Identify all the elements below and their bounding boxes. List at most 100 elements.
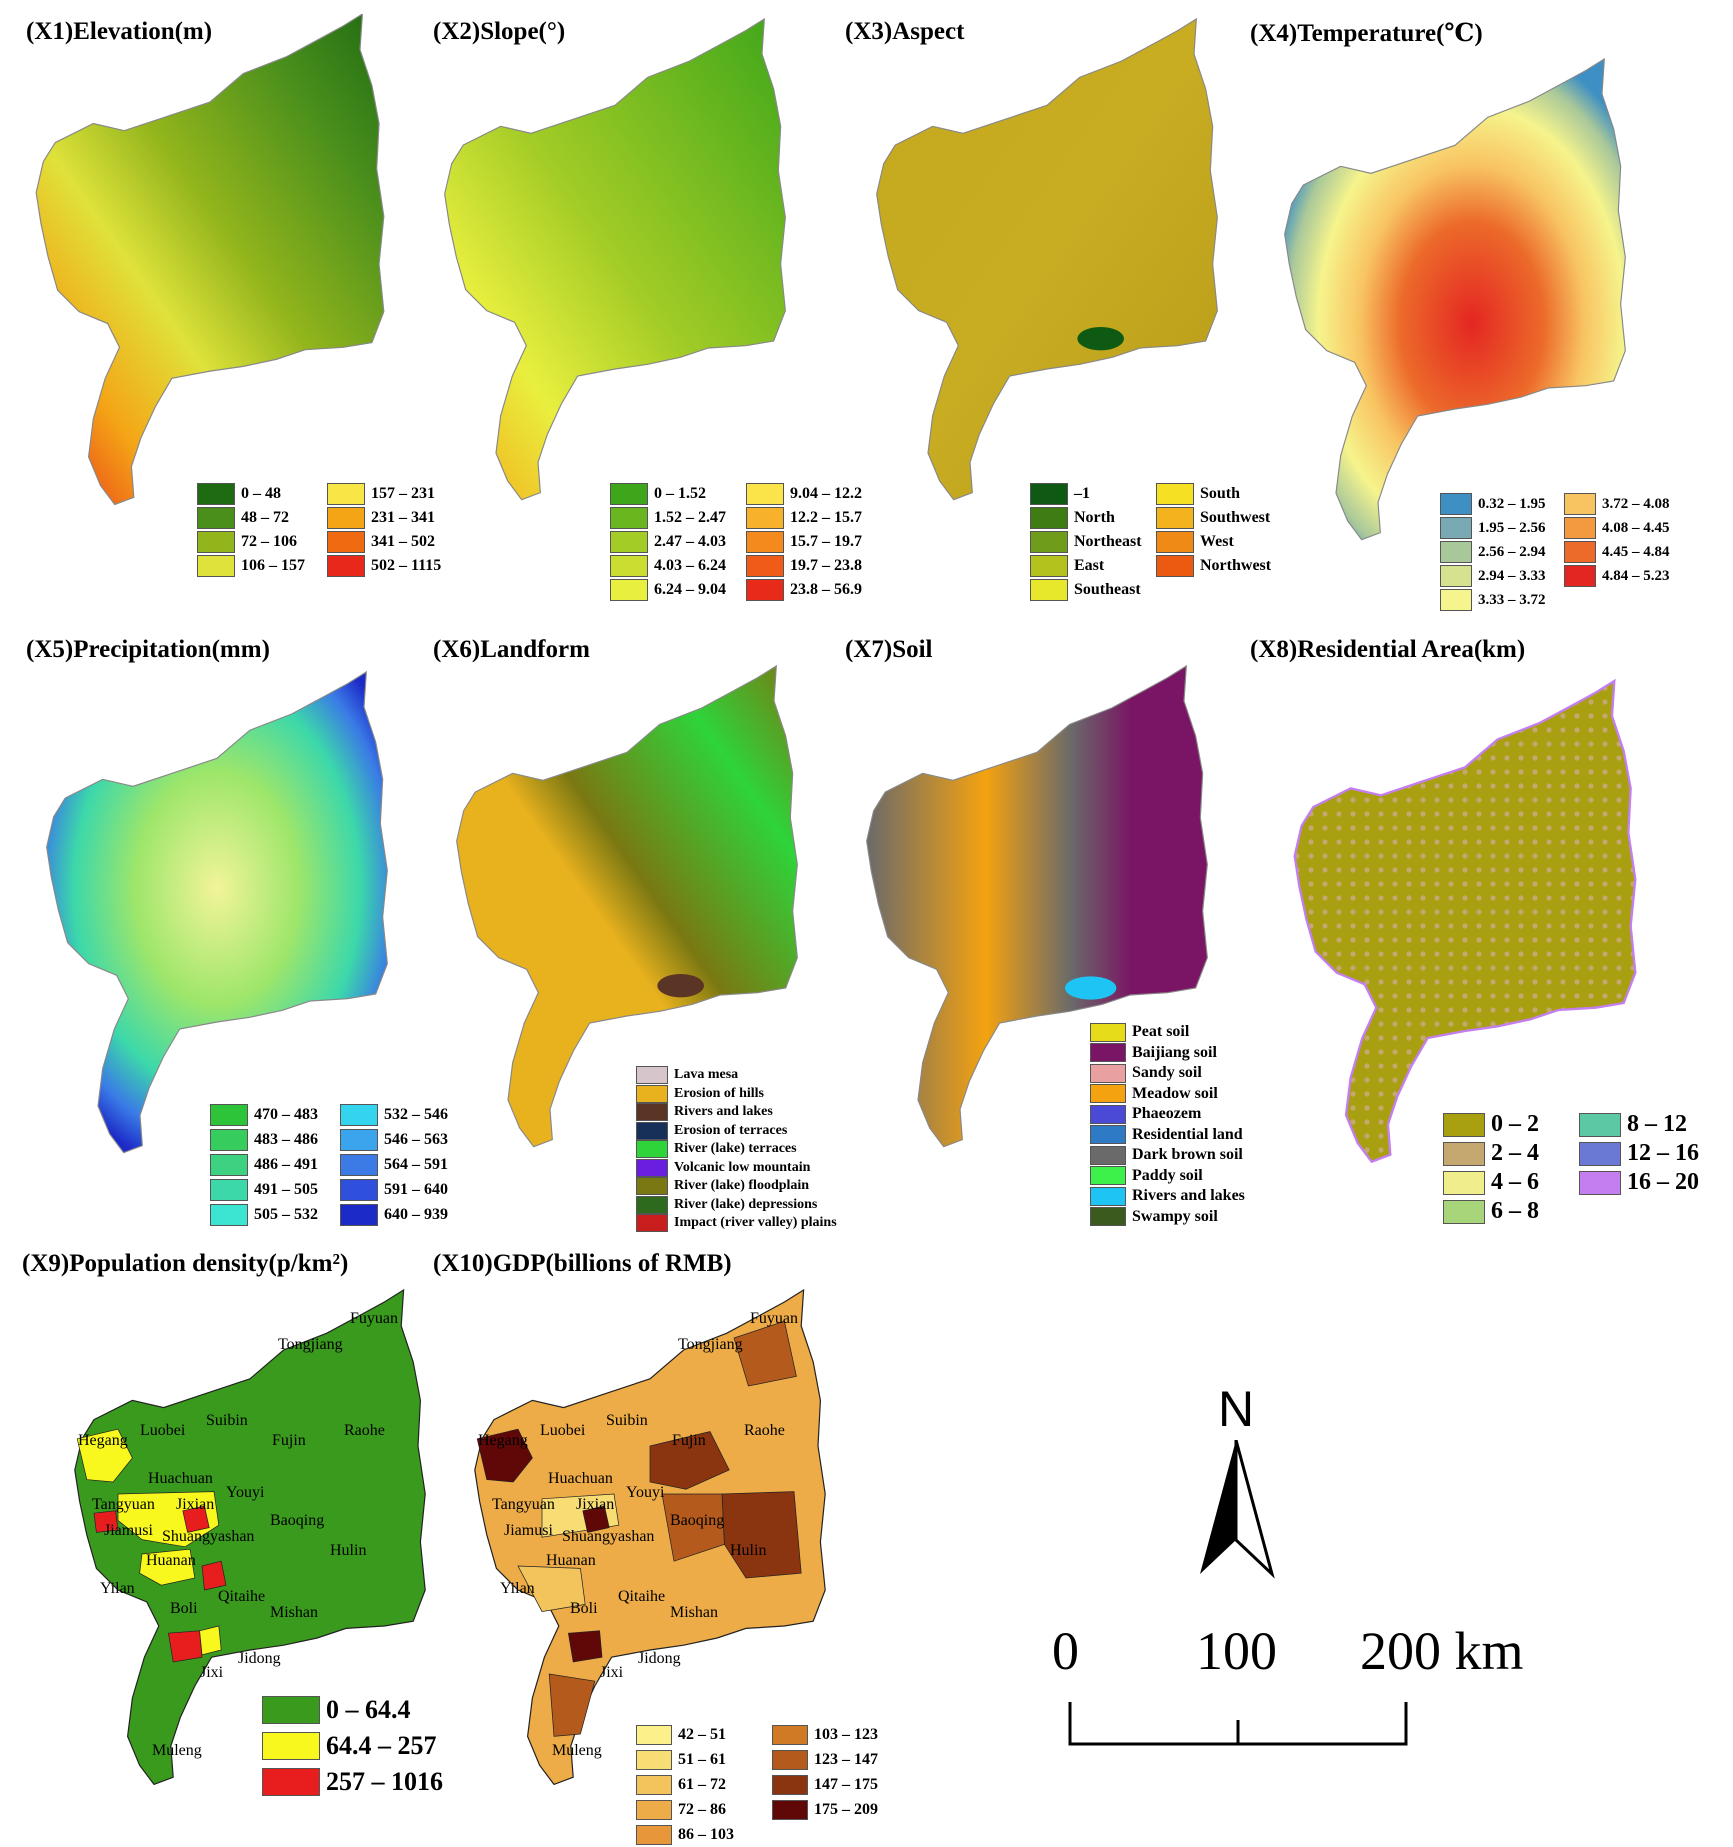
- legend-swatch: [1443, 1199, 1485, 1224]
- legend-column: 157 – 231 231 – 341 341 – 502 502 – 1115: [327, 482, 441, 578]
- legend-column: 0 – 64.4 64.4 – 257 257 – 1016: [262, 1692, 443, 1800]
- legend-label: 532 – 546: [384, 1105, 448, 1123]
- legend-label: West: [1200, 533, 1234, 550]
- legend-label: 103 – 123: [814, 1725, 878, 1743]
- legend-swatch: [340, 1203, 378, 1226]
- place-label-youyi: Youyi: [626, 1484, 665, 1501]
- legend-column: 532 – 546 546 – 563 564 – 591 591 – 640 640 …: [340, 1102, 448, 1227]
- place-label-huachuan: Huachuan: [148, 1470, 213, 1487]
- legend-swatch: [772, 1774, 808, 1795]
- place-label-raohe: Raohe: [344, 1422, 385, 1439]
- place-label-tongjiang: Tongjiang: [678, 1336, 743, 1353]
- legend-item: 502 – 1115: [327, 554, 441, 578]
- place-label-suibin: Suibin: [606, 1412, 648, 1429]
- legend-swatch: [610, 483, 648, 505]
- place-label-fujin: Fujin: [672, 1432, 706, 1449]
- legend-label: 591 – 640: [384, 1180, 448, 1198]
- legend-label: 2.56 – 2.94: [1478, 543, 1546, 560]
- place-label-huanan: Huanan: [546, 1552, 596, 1569]
- legend-label: 546 – 563: [384, 1130, 448, 1148]
- legend-item: Baijiang soil: [1090, 1043, 1245, 1064]
- legend-swatch: [262, 1732, 320, 1760]
- legend-item: 486 – 491: [210, 1152, 318, 1177]
- legend-item: Meadow soil: [1090, 1084, 1245, 1105]
- legend-item: Volcanic low mountain: [636, 1158, 837, 1178]
- legend-swatch: [1090, 1125, 1126, 1145]
- legend-item: 4.84 – 5.23: [1564, 564, 1670, 588]
- legend-item: 19.7 – 23.8: [746, 554, 862, 578]
- place-label-raohe: Raohe: [744, 1422, 785, 1439]
- legend-item: 106 – 157: [197, 554, 305, 578]
- place-label-jixian: Jixian: [576, 1496, 615, 1513]
- legend-label: Lava mesa: [674, 1067, 739, 1083]
- legend-label: 147 – 175: [814, 1775, 878, 1793]
- legend-swatch: [1090, 1166, 1126, 1186]
- legend-label: Sandy soil: [1132, 1064, 1202, 1082]
- legend-column: Peat soil Baijiang soil Sandy soil Meadow s…: [1090, 1022, 1245, 1227]
- legend-swatch: [746, 555, 784, 577]
- legend-swatch: [1090, 1104, 1126, 1124]
- legend-item: Northwest: [1156, 554, 1271, 578]
- legend-item: 0.32 – 1.95: [1440, 492, 1546, 516]
- legend-item: East: [1030, 554, 1142, 578]
- legend-swatch: [636, 1724, 672, 1745]
- legend-label: 72 – 86: [678, 1800, 726, 1818]
- place-label-mishan: Mishan: [670, 1604, 718, 1621]
- legend-swatch: [746, 579, 784, 601]
- legend-label: River (lake) terraces: [674, 1141, 797, 1157]
- legend-label: 640 – 939: [384, 1205, 448, 1223]
- legend-item: 61 – 72: [636, 1772, 734, 1797]
- gdp-map: [474, 1289, 826, 1786]
- place-label-boli: Boli: [170, 1600, 198, 1617]
- legend-swatch: [1579, 1170, 1621, 1195]
- panel-title: (X4)Temperature(℃): [1250, 20, 1483, 47]
- place-label-huachuan: Huachuan: [548, 1470, 613, 1487]
- legend-item: 8 – 12: [1579, 1110, 1699, 1139]
- legend-swatch: [210, 1103, 248, 1126]
- legend-label: 0 – 48: [241, 485, 281, 502]
- legend-swatch: [1156, 483, 1194, 505]
- legend-item: 23.8 – 56.9: [746, 578, 862, 602]
- legend-column: 3.72 – 4.08 4.08 – 4.45 4.45 – 4.84 4.84 – …: [1564, 492, 1670, 588]
- legend-item: Rivers and lakes: [636, 1103, 837, 1122]
- landform-map: [456, 665, 798, 1148]
- legend-swatch: [1564, 493, 1596, 515]
- legend-item: 3.72 – 4.08: [1564, 492, 1670, 516]
- legend-label: 72 – 106: [241, 533, 297, 550]
- legend-item: Phaeozem: [1090, 1104, 1245, 1125]
- legend-item: 72 – 86: [636, 1797, 734, 1822]
- legend-swatch: [636, 1214, 668, 1233]
- legend-column: 0.32 – 1.95 1.95 – 2.56 2.56 – 2.94 2.94 – …: [1440, 492, 1546, 612]
- slope-map: [444, 18, 786, 501]
- legend-item: Erosion of hills: [636, 1084, 837, 1104]
- legend-swatch: [636, 1140, 668, 1159]
- legend-swatch: [197, 555, 235, 577]
- legend-swatch: [1440, 541, 1472, 563]
- legend-swatch: [636, 1177, 668, 1196]
- legend-label: 86 – 103: [678, 1825, 734, 1843]
- legend-swatch: [197, 531, 235, 553]
- legend-swatch: [636, 1195, 668, 1214]
- legend-item: Northeast: [1030, 530, 1142, 554]
- legend-swatch: [746, 531, 784, 553]
- panel-title: (X8)Residential Area(km): [1250, 636, 1526, 663]
- place-label-luobei: Luobei: [140, 1422, 186, 1439]
- legend-swatch: [1090, 1186, 1126, 1206]
- legend-label: 12 – 16: [1627, 1140, 1699, 1166]
- scale-tick-100: 100: [1196, 1621, 1277, 1681]
- legend-swatch: [1156, 531, 1194, 553]
- legend-item: West: [1156, 530, 1271, 554]
- legend-item: 3.33 – 3.72: [1440, 588, 1546, 612]
- legend-swatch: [610, 507, 648, 529]
- legend-item: Paddy soil: [1090, 1166, 1245, 1187]
- legend-label: Southeast: [1074, 581, 1141, 598]
- legend-item: 51 – 61: [636, 1747, 734, 1772]
- legend-label: Phaeozem: [1132, 1105, 1202, 1123]
- legend-item: 6 – 8: [1443, 1197, 1539, 1226]
- legend-item: 257 – 1016: [262, 1764, 443, 1800]
- legend-label: 257 – 1016: [326, 1767, 443, 1796]
- legend-item: 1.95 – 2.56: [1440, 516, 1546, 540]
- legend-swatch: [262, 1768, 320, 1796]
- legend-column: 42 – 51 51 – 61 61 – 72 72 – 86 86 – 103: [636, 1722, 734, 1847]
- legend-label: Volcanic low mountain: [674, 1159, 811, 1175]
